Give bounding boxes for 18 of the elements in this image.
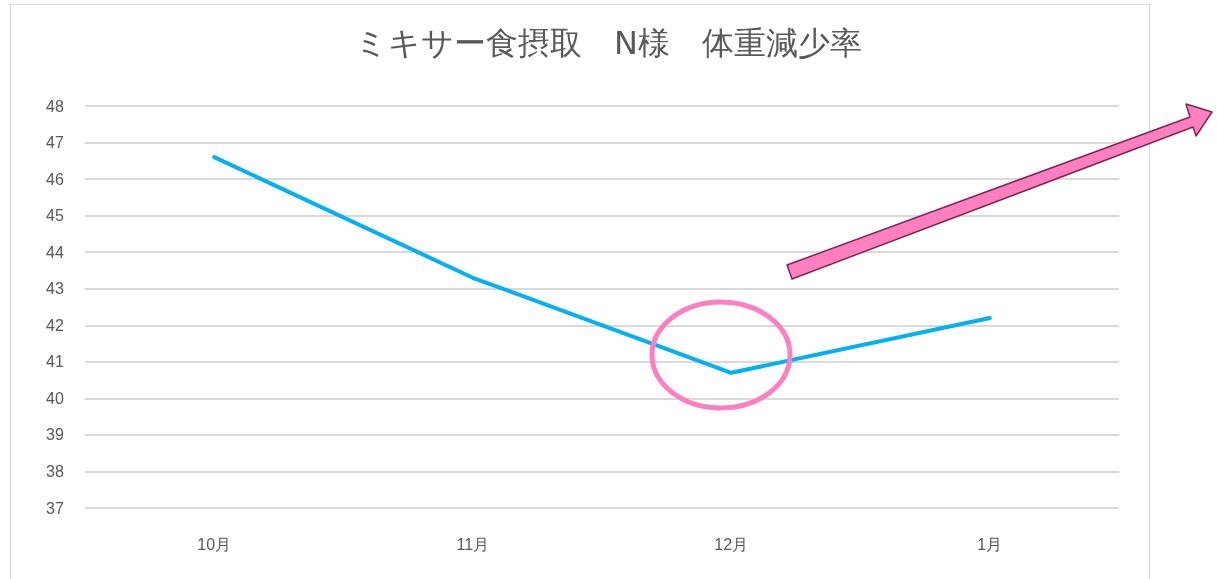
- y-tick-label: 46: [46, 170, 64, 188]
- y-tick-label: 38: [46, 462, 64, 480]
- x-tick-label: 1月: [977, 535, 1003, 553]
- y-tick-label: 42: [46, 316, 64, 334]
- x-tick-label: 11月: [456, 535, 490, 553]
- x-tick-label: 10月: [197, 535, 232, 553]
- chart-title: ミキサー食摂取 N様 体重減少率: [355, 24, 862, 62]
- y-tick-label: 41: [46, 353, 64, 371]
- y-tick-label: 48: [46, 97, 64, 115]
- y-tick-label: 45: [46, 207, 64, 225]
- y-tick-label: 39: [46, 426, 64, 444]
- line-series: [212, 155, 992, 375]
- y-tick-label: 37: [46, 499, 64, 517]
- y-tick-label: 44: [46, 243, 64, 261]
- y-tick-label: 43: [46, 280, 64, 298]
- y-tick-label: 40: [46, 389, 64, 407]
- x-tick-label: 12月: [714, 535, 749, 553]
- y-tick-label: 47: [46, 134, 64, 152]
